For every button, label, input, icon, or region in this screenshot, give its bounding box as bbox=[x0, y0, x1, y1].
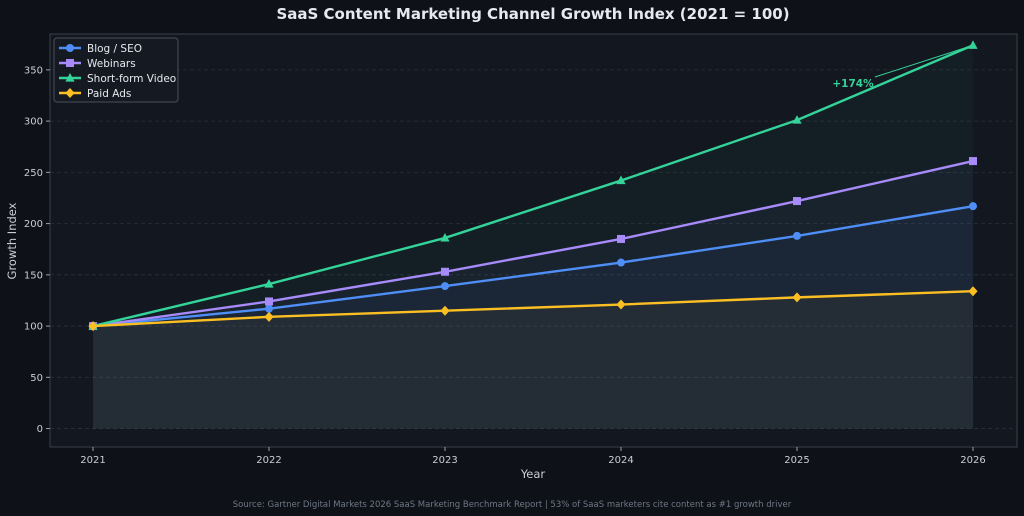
data-point-blog-seo bbox=[265, 304, 273, 313]
data-point-blog-seo bbox=[441, 282, 449, 291]
data-point-paid-ads bbox=[440, 305, 450, 316]
legend-box bbox=[53, 37, 179, 103]
area-fill-webinars bbox=[93, 161, 973, 429]
area-fill-paid-ads bbox=[93, 291, 973, 429]
data-point-paid-ads bbox=[968, 286, 978, 297]
series-line-paid-ads bbox=[92, 290, 974, 328]
plot-area: 0 50 100 150 200 250 300 350 2021 2022 2023 2024 202… bbox=[24, 33, 1018, 466]
data-point-webinars bbox=[793, 197, 801, 206]
area-fill-blog-seo bbox=[93, 206, 973, 429]
legend-marker-blog-seo bbox=[66, 44, 74, 52]
annotation-label: +174% bbox=[832, 78, 874, 90]
legend-label-short-form-video: Short-form Video bbox=[87, 73, 176, 85]
data-point-blog-seo bbox=[617, 258, 625, 267]
legend: Blog / SEO Webinars Short-form Video Paid A… bbox=[53, 37, 179, 103]
chart-title: SaaS Content Marketing Channel Growth In… bbox=[276, 5, 789, 23]
y-axis-label: Growth Index bbox=[5, 202, 19, 279]
x-tick-label: 2023 bbox=[432, 455, 457, 466]
y-tick-label: 50 bbox=[30, 373, 43, 384]
x-tick-label: 2026 bbox=[960, 455, 985, 466]
data-point-paid-ads bbox=[792, 292, 802, 303]
data-point-webinars bbox=[265, 297, 273, 306]
y-tick-label: 100 bbox=[24, 322, 43, 333]
x-tick-label: 2025 bbox=[784, 455, 809, 466]
source-footer: Source: Gartner Digital Markets 2026 Saa… bbox=[233, 500, 792, 510]
data-point-paid-ads bbox=[88, 321, 98, 332]
plot-frame bbox=[49, 33, 1018, 448]
series-line-short-form-video bbox=[92, 44, 974, 328]
data-point-webinars bbox=[969, 157, 977, 166]
data-point-short-form-video bbox=[616, 175, 626, 185]
legend-label-paid-ads: Paid Ads bbox=[87, 88, 131, 100]
legend-label-blog-seo: Blog / SEO bbox=[87, 43, 142, 55]
data-point-blog-seo bbox=[793, 231, 801, 240]
data-point-webinars bbox=[441, 267, 449, 276]
y-tick-label: 300 bbox=[24, 117, 43, 128]
y-tick-label: 150 bbox=[24, 270, 43, 281]
y-tick-label: 200 bbox=[24, 219, 43, 230]
x-axis-label: Year bbox=[520, 467, 546, 481]
data-point-short-form-video bbox=[968, 40, 978, 49]
legend-marker-webinars bbox=[66, 59, 74, 67]
y-tick-label: 250 bbox=[24, 168, 43, 179]
y-tick-label: 0 bbox=[37, 424, 43, 435]
data-point-blog-seo bbox=[969, 202, 977, 211]
y-tick-label: 350 bbox=[24, 65, 43, 76]
area-fill-short-form-video bbox=[93, 45, 973, 429]
data-point-paid-ads bbox=[616, 299, 626, 310]
data-point-paid-ads bbox=[264, 311, 274, 322]
x-tick-label: 2021 bbox=[80, 455, 105, 466]
legend-marker-paid-ads bbox=[65, 88, 75, 98]
x-tick-label: 2022 bbox=[256, 455, 281, 466]
data-point-short-form-video bbox=[792, 115, 802, 124]
annotation-arrow bbox=[874, 45, 971, 78]
legend-label-webinars: Webinars bbox=[87, 58, 136, 70]
series-line-webinars bbox=[92, 159, 974, 328]
data-point-webinars bbox=[617, 234, 625, 243]
data-point-short-form-video bbox=[440, 232, 450, 242]
legend-marker-short-form-video bbox=[65, 73, 75, 82]
x-tick-label: 2024 bbox=[608, 455, 633, 466]
data-point-short-form-video bbox=[264, 279, 274, 288]
series-line-blog-seo bbox=[92, 204, 974, 328]
